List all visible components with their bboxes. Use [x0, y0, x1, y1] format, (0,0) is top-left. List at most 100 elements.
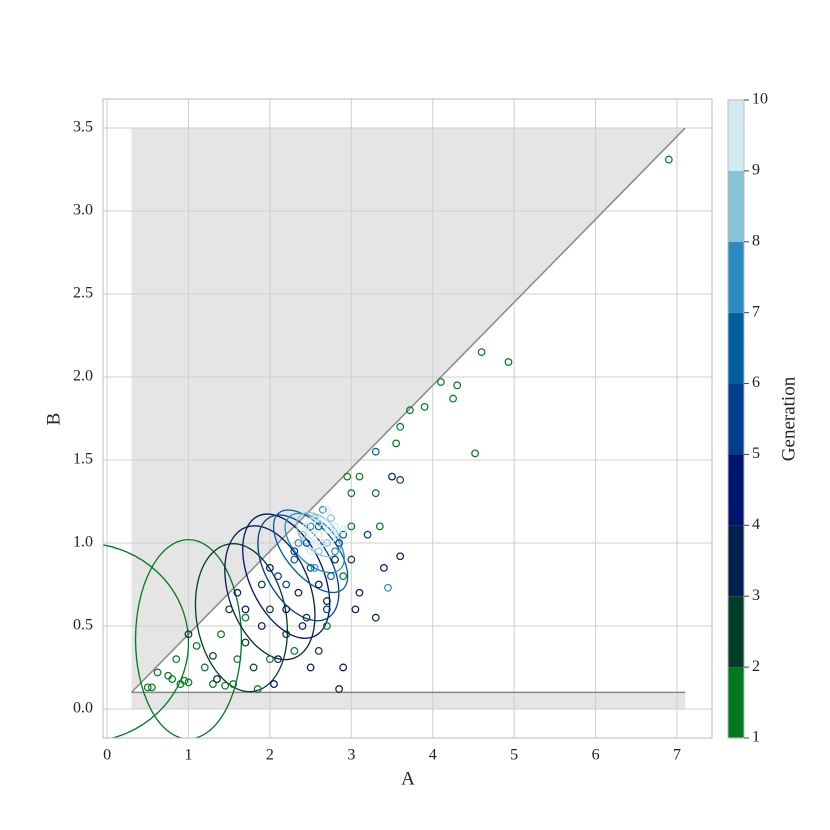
- data-point: [306, 530, 315, 539]
- data-point: [322, 505, 331, 514]
- data-point: [371, 613, 380, 622]
- data-point: [257, 622, 266, 630]
- data-point: [298, 622, 307, 630]
- covariance-ellipse: [305, 516, 336, 547]
- data-point: [180, 676, 189, 685]
- data-point: [282, 580, 291, 589]
- plot-area: [103, 155, 673, 738]
- data-point: [351, 605, 360, 614]
- data-point: [302, 522, 311, 531]
- data-point: [184, 630, 193, 639]
- data-point: [209, 651, 217, 660]
- data-point: [339, 572, 348, 581]
- data-point: [420, 402, 429, 411]
- y-tick-label: 1.5: [73, 451, 93, 468]
- data-point: [233, 655, 242, 664]
- data-point: [396, 552, 405, 561]
- data-point: [322, 597, 331, 605]
- data-point: [392, 439, 401, 448]
- data-point: [306, 563, 315, 572]
- colorbar-tick-label: 3: [752, 587, 760, 604]
- data-point: [172, 655, 181, 664]
- y-tick-label: 0.5: [73, 617, 93, 634]
- data-point: [347, 522, 356, 531]
- data-point: [347, 555, 356, 564]
- data-point: [388, 472, 396, 481]
- colorbar-tick-label: 2: [752, 658, 760, 675]
- data-point: [436, 378, 445, 386]
- data-point: [302, 613, 311, 622]
- y-tick-label: 3.5: [73, 119, 93, 136]
- x-tick-label: 2: [266, 747, 274, 764]
- data-point: [339, 663, 348, 672]
- colorbar-tick-label: 10: [752, 91, 768, 108]
- data-point: [324, 525, 333, 534]
- data-point: [339, 530, 348, 539]
- data-point: [339, 525, 348, 534]
- data-point: [318, 505, 327, 514]
- data-point: [192, 641, 201, 650]
- data-point: [327, 572, 335, 581]
- data-point: [396, 476, 405, 484]
- data-point: [209, 680, 217, 688]
- colorbar-segment: [728, 525, 744, 597]
- data-point: [314, 530, 323, 539]
- data-point: [290, 646, 299, 655]
- colorbar-segment: [728, 383, 744, 455]
- data-point: [168, 675, 177, 683]
- data-point: [314, 519, 323, 527]
- y-tick-label: 2.5: [73, 285, 93, 302]
- colorbar-tick-label: 4: [752, 516, 760, 533]
- data-point: [310, 539, 319, 547]
- data-point: [322, 539, 331, 547]
- y-tick-label: 3.0: [73, 202, 93, 219]
- data-point: [270, 680, 278, 688]
- colorbar-tick-label: 8: [752, 232, 760, 249]
- data-point: [477, 348, 486, 357]
- data-point: [221, 681, 230, 690]
- data-point: [294, 588, 303, 597]
- colorbar-segment: [728, 596, 744, 668]
- x-tick-label: 4: [429, 747, 437, 764]
- data-point: [306, 547, 315, 556]
- y-axis-title: B: [43, 413, 64, 426]
- data-point: [233, 588, 242, 597]
- data-point: [294, 539, 303, 547]
- data-point: [147, 683, 156, 692]
- data-point: [343, 472, 352, 481]
- data-point: [143, 683, 152, 692]
- data-point: [241, 638, 250, 647]
- data-point: [371, 489, 380, 498]
- data-point: [355, 588, 364, 597]
- covariance-ellipse: [194, 543, 289, 693]
- y-tick-label: 0.0: [73, 700, 93, 717]
- data-point: [335, 539, 344, 547]
- data-point: [396, 422, 405, 431]
- colorbar-frame: [727, 99, 745, 739]
- y-tick-label: 1.0: [73, 534, 93, 551]
- covariance-ellipse: [134, 539, 243, 738]
- x-axis-title: A: [401, 768, 415, 789]
- data-point: [384, 583, 392, 592]
- data-point: [379, 563, 388, 572]
- colorbar-segment: [728, 241, 744, 313]
- data-point: [306, 663, 315, 672]
- colorbar-tick-label: 7: [752, 303, 760, 320]
- boundary-line: [130, 127, 686, 693]
- data-point: [257, 580, 266, 589]
- colorbar-segment: [728, 312, 744, 384]
- data-point: [322, 605, 331, 614]
- data-point: [241, 613, 250, 622]
- data-point: [314, 547, 323, 556]
- covariance-ellipse: [242, 513, 331, 639]
- data-point: [306, 522, 315, 531]
- colorbar-tick-label: 9: [752, 162, 760, 179]
- colorbar-segment: [728, 667, 744, 738]
- data-point: [318, 539, 327, 547]
- data-point: [406, 406, 414, 415]
- data-point: [355, 472, 364, 481]
- data-point: [266, 605, 274, 614]
- data-point: [249, 663, 258, 672]
- x-tick-label: 7: [673, 747, 681, 764]
- data-point: [314, 522, 323, 531]
